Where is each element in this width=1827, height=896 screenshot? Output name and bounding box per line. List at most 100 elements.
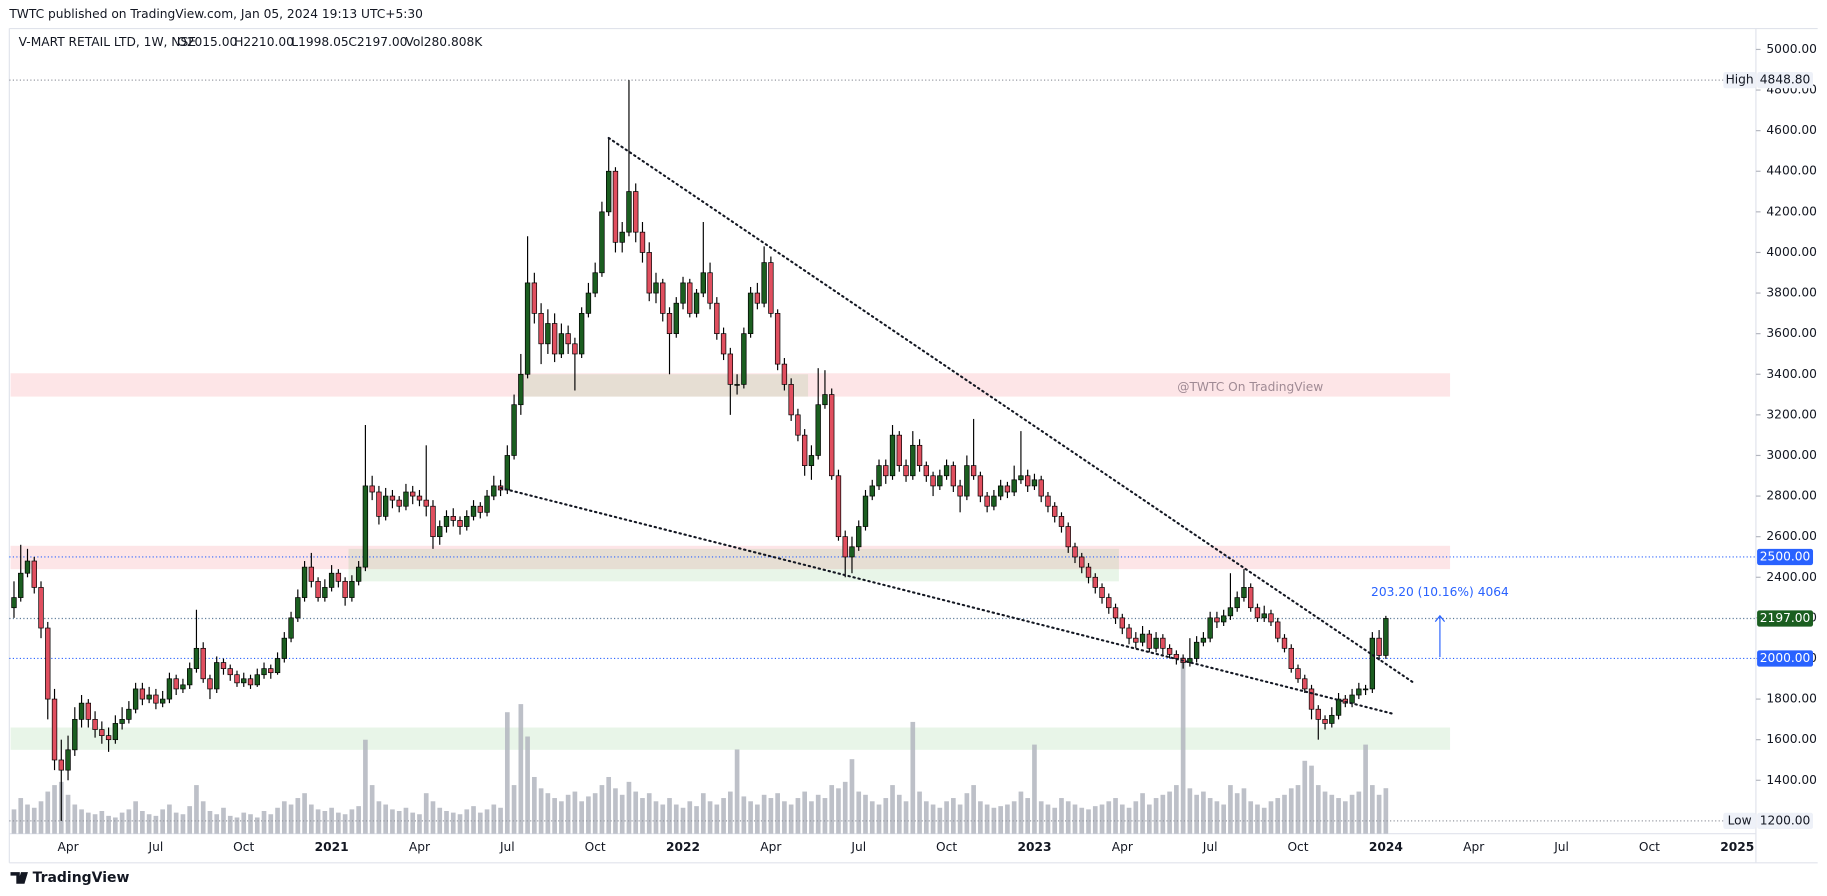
- volume-bar: [275, 807, 280, 834]
- candle-body: [1106, 597, 1112, 609]
- candle-body: [883, 465, 889, 477]
- candle-body: [1126, 627, 1132, 639]
- symbol: V-MART RETAIL LTD, 1W, NSE: [19, 35, 196, 49]
- volume-bar: [261, 810, 267, 834]
- candle-body: [450, 516, 456, 521]
- candle-body: [795, 414, 801, 436]
- volume-bar: [194, 785, 199, 834]
- candle-body: [200, 647, 206, 680]
- candle-body: [18, 572, 24, 598]
- volume-bar: [1207, 798, 1213, 834]
- candle-body: [585, 292, 592, 314]
- volume-bar: [646, 793, 652, 834]
- volume-bar: [72, 804, 78, 834]
- legend-open: O2015.00: [177, 35, 237, 49]
- candle-body: [1072, 546, 1078, 558]
- candle-body: [876, 465, 882, 487]
- y-tick-label: 4000.00: [1766, 245, 1817, 259]
- volume-bar: [829, 785, 835, 834]
- y-tick-label: 3400.00: [1766, 367, 1817, 381]
- volume-bar: [187, 806, 193, 834]
- volume-bar: [85, 812, 91, 834]
- candle-body: [1220, 615, 1227, 623]
- candle-body: [268, 668, 274, 674]
- candle-body: [578, 313, 585, 355]
- tv-logo-mark: [10, 872, 28, 884]
- candle-body: [801, 434, 808, 466]
- x-tick-label: Jul: [850, 840, 866, 854]
- volume-bar: [978, 801, 983, 834]
- volume-bar: [180, 814, 186, 834]
- candle-body: [288, 617, 294, 639]
- candle-body: [1025, 475, 1031, 487]
- volume-bar: [153, 815, 159, 834]
- volume-bar: [227, 815, 233, 834]
- x-tick-label: Oct: [936, 840, 957, 854]
- x-tick-label: Apr: [1463, 840, 1485, 854]
- volume-bar: [1059, 798, 1064, 834]
- candle-body: [1322, 719, 1328, 724]
- volume-bar: [653, 801, 659, 834]
- volume-bar: [390, 809, 395, 834]
- y-tick-label: 3200.00: [1766, 407, 1817, 421]
- y-tick-label: 2400.00: [1766, 570, 1817, 584]
- candle-body: [754, 292, 761, 304]
- candle-body: [524, 282, 531, 375]
- volume-bar: [65, 794, 71, 834]
- y-tick-label: 4600.00: [1766, 123, 1817, 137]
- volume-bar: [896, 794, 902, 834]
- candle-body: [403, 491, 409, 507]
- tv-logo: [10, 872, 28, 884]
- volume-bar: [1302, 760, 1308, 834]
- candle-body: [112, 723, 119, 741]
- volume-bar: [504, 712, 510, 834]
- price-tag-name: High: [1726, 73, 1754, 87]
- candle-body: [808, 455, 815, 466]
- volume-bar: [457, 814, 463, 834]
- volume-bar: [146, 814, 152, 834]
- volume-bar: [1214, 801, 1220, 834]
- candle-body: [822, 394, 828, 406]
- volume-bar: [1187, 788, 1193, 834]
- volume-bar: [538, 788, 544, 834]
- volume-bar: [755, 804, 760, 834]
- volume-bar: [1194, 794, 1199, 834]
- candle-body: [335, 572, 342, 582]
- candle-body: [889, 434, 896, 477]
- volume-bar: [552, 798, 557, 834]
- candle-body: [991, 495, 997, 507]
- volume-bar: [1092, 806, 1098, 834]
- volume-bar: [1349, 794, 1355, 834]
- candle-body: [531, 282, 538, 314]
- candle-body: [842, 536, 848, 558]
- volume-bar: [38, 801, 44, 834]
- volume-bar: [1309, 765, 1314, 834]
- candle-body: [558, 333, 565, 355]
- volume-bar: [640, 798, 645, 834]
- price-tag-label: 2197.00: [1760, 611, 1811, 625]
- candle-body: [1004, 485, 1011, 493]
- x-tick-label: 2023: [1017, 840, 1051, 854]
- candle-body: [700, 272, 706, 294]
- candle-body: [207, 678, 213, 690]
- volume-bar: [863, 794, 868, 834]
- candle-body: [1254, 607, 1261, 619]
- volume-bar: [342, 814, 348, 834]
- volume-bar: [910, 721, 916, 834]
- candle-body: [1261, 613, 1267, 619]
- volume-bar: [971, 785, 976, 834]
- candle-body: [964, 465, 970, 497]
- volume-bar: [444, 810, 449, 834]
- candle-body: [1234, 597, 1240, 609]
- candle-body: [1011, 479, 1017, 493]
- candle-body: [58, 759, 64, 771]
- x-tick-label: Oct: [585, 840, 606, 854]
- x-tick-label: 2025: [1720, 840, 1754, 854]
- volume-bar: [1241, 788, 1247, 834]
- candle-body: [45, 627, 51, 700]
- price-tag-label: 2500.00: [1760, 549, 1811, 563]
- candle-body: [342, 580, 348, 598]
- volume-bar: [241, 812, 247, 834]
- candle-body: [612, 170, 619, 243]
- volume-bar: [626, 781, 632, 834]
